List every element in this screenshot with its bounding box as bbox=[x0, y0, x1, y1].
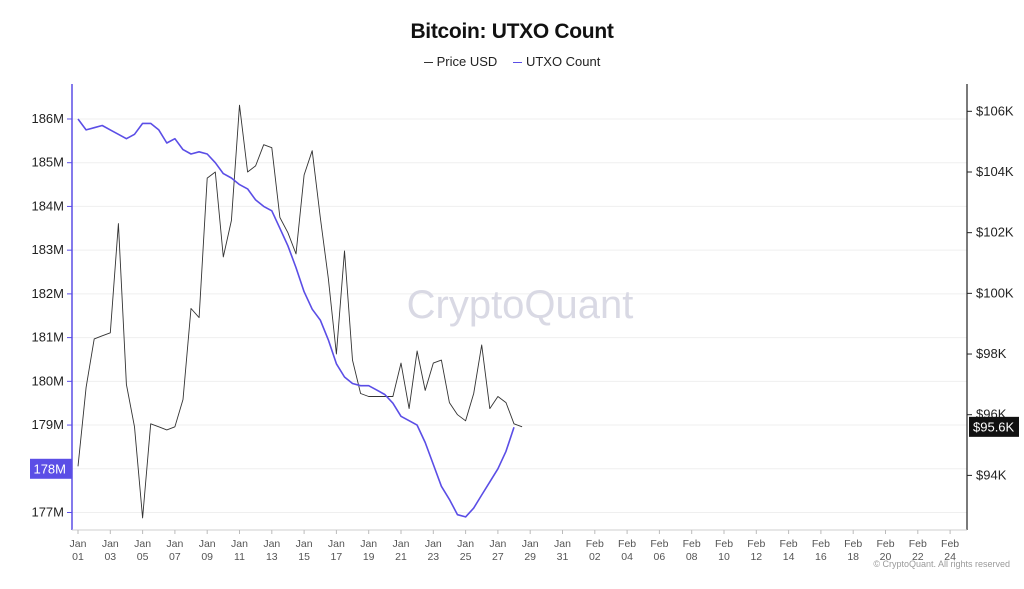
right-tick-label-3: $100K bbox=[976, 285, 1014, 300]
left-tick-label-3: 180M bbox=[31, 373, 64, 388]
x-tick-label-month-8: Jan bbox=[328, 538, 345, 550]
x-tick-label-month-26: Feb bbox=[909, 538, 927, 550]
watermark: CryptoQuant bbox=[407, 283, 634, 327]
x-tick-label-day-6: 13 bbox=[266, 551, 278, 563]
legend-label-price: Price USD bbox=[436, 54, 498, 69]
right-tick-label-6: $106K bbox=[976, 103, 1014, 118]
left-tick-label-8: 185M bbox=[31, 155, 64, 170]
x-tick-label-day-22: 14 bbox=[783, 551, 795, 563]
x-tick-label-day-25: 20 bbox=[880, 551, 892, 563]
x-tick-label-day-16: 02 bbox=[589, 551, 601, 563]
series-line-utxo-count bbox=[77, 118, 515, 518]
x-tick-label-month-25: Feb bbox=[876, 538, 894, 550]
x-tick-label-day-17: 04 bbox=[621, 551, 633, 563]
legend-label-utxo: UTXO Count bbox=[525, 54, 601, 69]
x-tick-label-month-1: Jan bbox=[102, 538, 119, 550]
left-current-value-label: 178M bbox=[33, 461, 66, 476]
x-tick-label-day-11: 23 bbox=[427, 551, 439, 563]
x-tick-label-month-5: Jan bbox=[231, 538, 248, 550]
x-tick-label-day-12: 25 bbox=[460, 551, 472, 563]
copyright-notice: © CryptoQuant. All rights reserved bbox=[873, 559, 1010, 569]
x-tick-label-month-12: Jan bbox=[457, 538, 474, 550]
x-tick-label-day-4: 09 bbox=[201, 551, 213, 563]
legend-swatch-price bbox=[423, 61, 433, 64]
left-tick-label-2: 179M bbox=[31, 417, 64, 432]
x-tick-label-month-23: Feb bbox=[812, 538, 830, 550]
x-tick-label-month-11: Jan bbox=[425, 538, 442, 550]
x-tick-label-day-27: 24 bbox=[944, 551, 956, 563]
series-line-price-usd bbox=[77, 104, 523, 519]
left-tick-label-5: 182M bbox=[31, 286, 64, 301]
right-current-value-label: $95.6K bbox=[973, 419, 1015, 434]
x-tick-label-month-21: Feb bbox=[747, 538, 765, 550]
x-tick-label-month-22: Feb bbox=[780, 538, 798, 550]
left-tick-label-6: 183M bbox=[31, 242, 64, 257]
left-tick-label-0: 177M bbox=[31, 505, 64, 520]
x-tick-label-month-27: Feb bbox=[941, 538, 959, 550]
x-tick-label-day-2: 05 bbox=[137, 551, 149, 563]
x-tick-label-month-2: Jan bbox=[134, 538, 151, 550]
x-tick-label-day-1: 03 bbox=[104, 551, 116, 563]
legend-item-price[interactable]: Price USD bbox=[423, 54, 498, 69]
left-current-value-marker bbox=[30, 458, 72, 479]
legend-swatch-utxo bbox=[512, 61, 522, 64]
x-tick-label-day-3: 07 bbox=[169, 551, 181, 563]
x-tick-label-month-10: Jan bbox=[393, 538, 410, 550]
x-tick-label-day-26: 22 bbox=[912, 551, 924, 563]
x-tick-label-day-13: 27 bbox=[492, 551, 504, 563]
x-tick-label-month-6: Jan bbox=[263, 538, 280, 550]
x-tick-label-month-9: Jan bbox=[360, 538, 377, 550]
x-tick-label-month-24: Feb bbox=[844, 538, 862, 550]
right-tick-label-4: $102K bbox=[976, 225, 1014, 240]
x-tick-label-day-10: 21 bbox=[395, 551, 407, 563]
right-tick-label-0: $94K bbox=[976, 467, 1007, 482]
left-tick-label-9: 186M bbox=[31, 111, 64, 126]
chart-title: Bitcoin: UTXO Count bbox=[410, 20, 614, 43]
x-tick-label-month-13: Jan bbox=[489, 538, 506, 550]
x-tick-label-month-16: Feb bbox=[586, 538, 604, 550]
right-tick-label-2: $98K bbox=[976, 346, 1007, 361]
x-tick-label-month-15: Jan bbox=[554, 538, 571, 550]
x-tick-label-month-7: Jan bbox=[296, 538, 313, 550]
x-tick-label-day-9: 19 bbox=[363, 551, 375, 563]
x-tick-label-day-18: 06 bbox=[654, 551, 666, 563]
x-tick-label-day-19: 08 bbox=[686, 551, 698, 563]
x-tick-label-day-24: 18 bbox=[847, 551, 859, 563]
legend: Price USD UTXO Count bbox=[0, 54, 1024, 69]
legend-item-utxo[interactable]: UTXO Count bbox=[512, 54, 601, 69]
x-tick-label-day-20: 10 bbox=[718, 551, 730, 563]
right-tick-label-5: $104K bbox=[976, 164, 1014, 179]
x-tick-label-day-0: 01 bbox=[72, 551, 84, 563]
x-tick-label-month-0: Jan bbox=[70, 538, 87, 550]
x-tick-label-day-7: 15 bbox=[298, 551, 310, 563]
x-tick-label-month-4: Jan bbox=[199, 538, 216, 550]
left-tick-label-7: 184M bbox=[31, 198, 64, 213]
x-tick-label-month-14: Jan bbox=[522, 538, 539, 550]
right-current-value-marker bbox=[969, 416, 1019, 437]
x-tick-label-day-15: 31 bbox=[557, 551, 569, 563]
x-tick-label-month-3: Jan bbox=[166, 538, 183, 550]
x-tick-label-month-18: Feb bbox=[650, 538, 668, 550]
x-tick-label-day-14: 29 bbox=[524, 551, 536, 563]
x-tick-label-day-5: 11 bbox=[234, 551, 245, 563]
x-tick-label-day-8: 17 bbox=[331, 551, 343, 563]
left-tick-label-4: 181M bbox=[31, 330, 64, 345]
x-tick-label-month-19: Feb bbox=[683, 538, 701, 550]
x-tick-label-day-21: 12 bbox=[750, 551, 762, 563]
x-tick-label-day-23: 16 bbox=[815, 551, 827, 563]
x-tick-label-month-17: Feb bbox=[618, 538, 636, 550]
x-tick-label-month-20: Feb bbox=[715, 538, 733, 550]
